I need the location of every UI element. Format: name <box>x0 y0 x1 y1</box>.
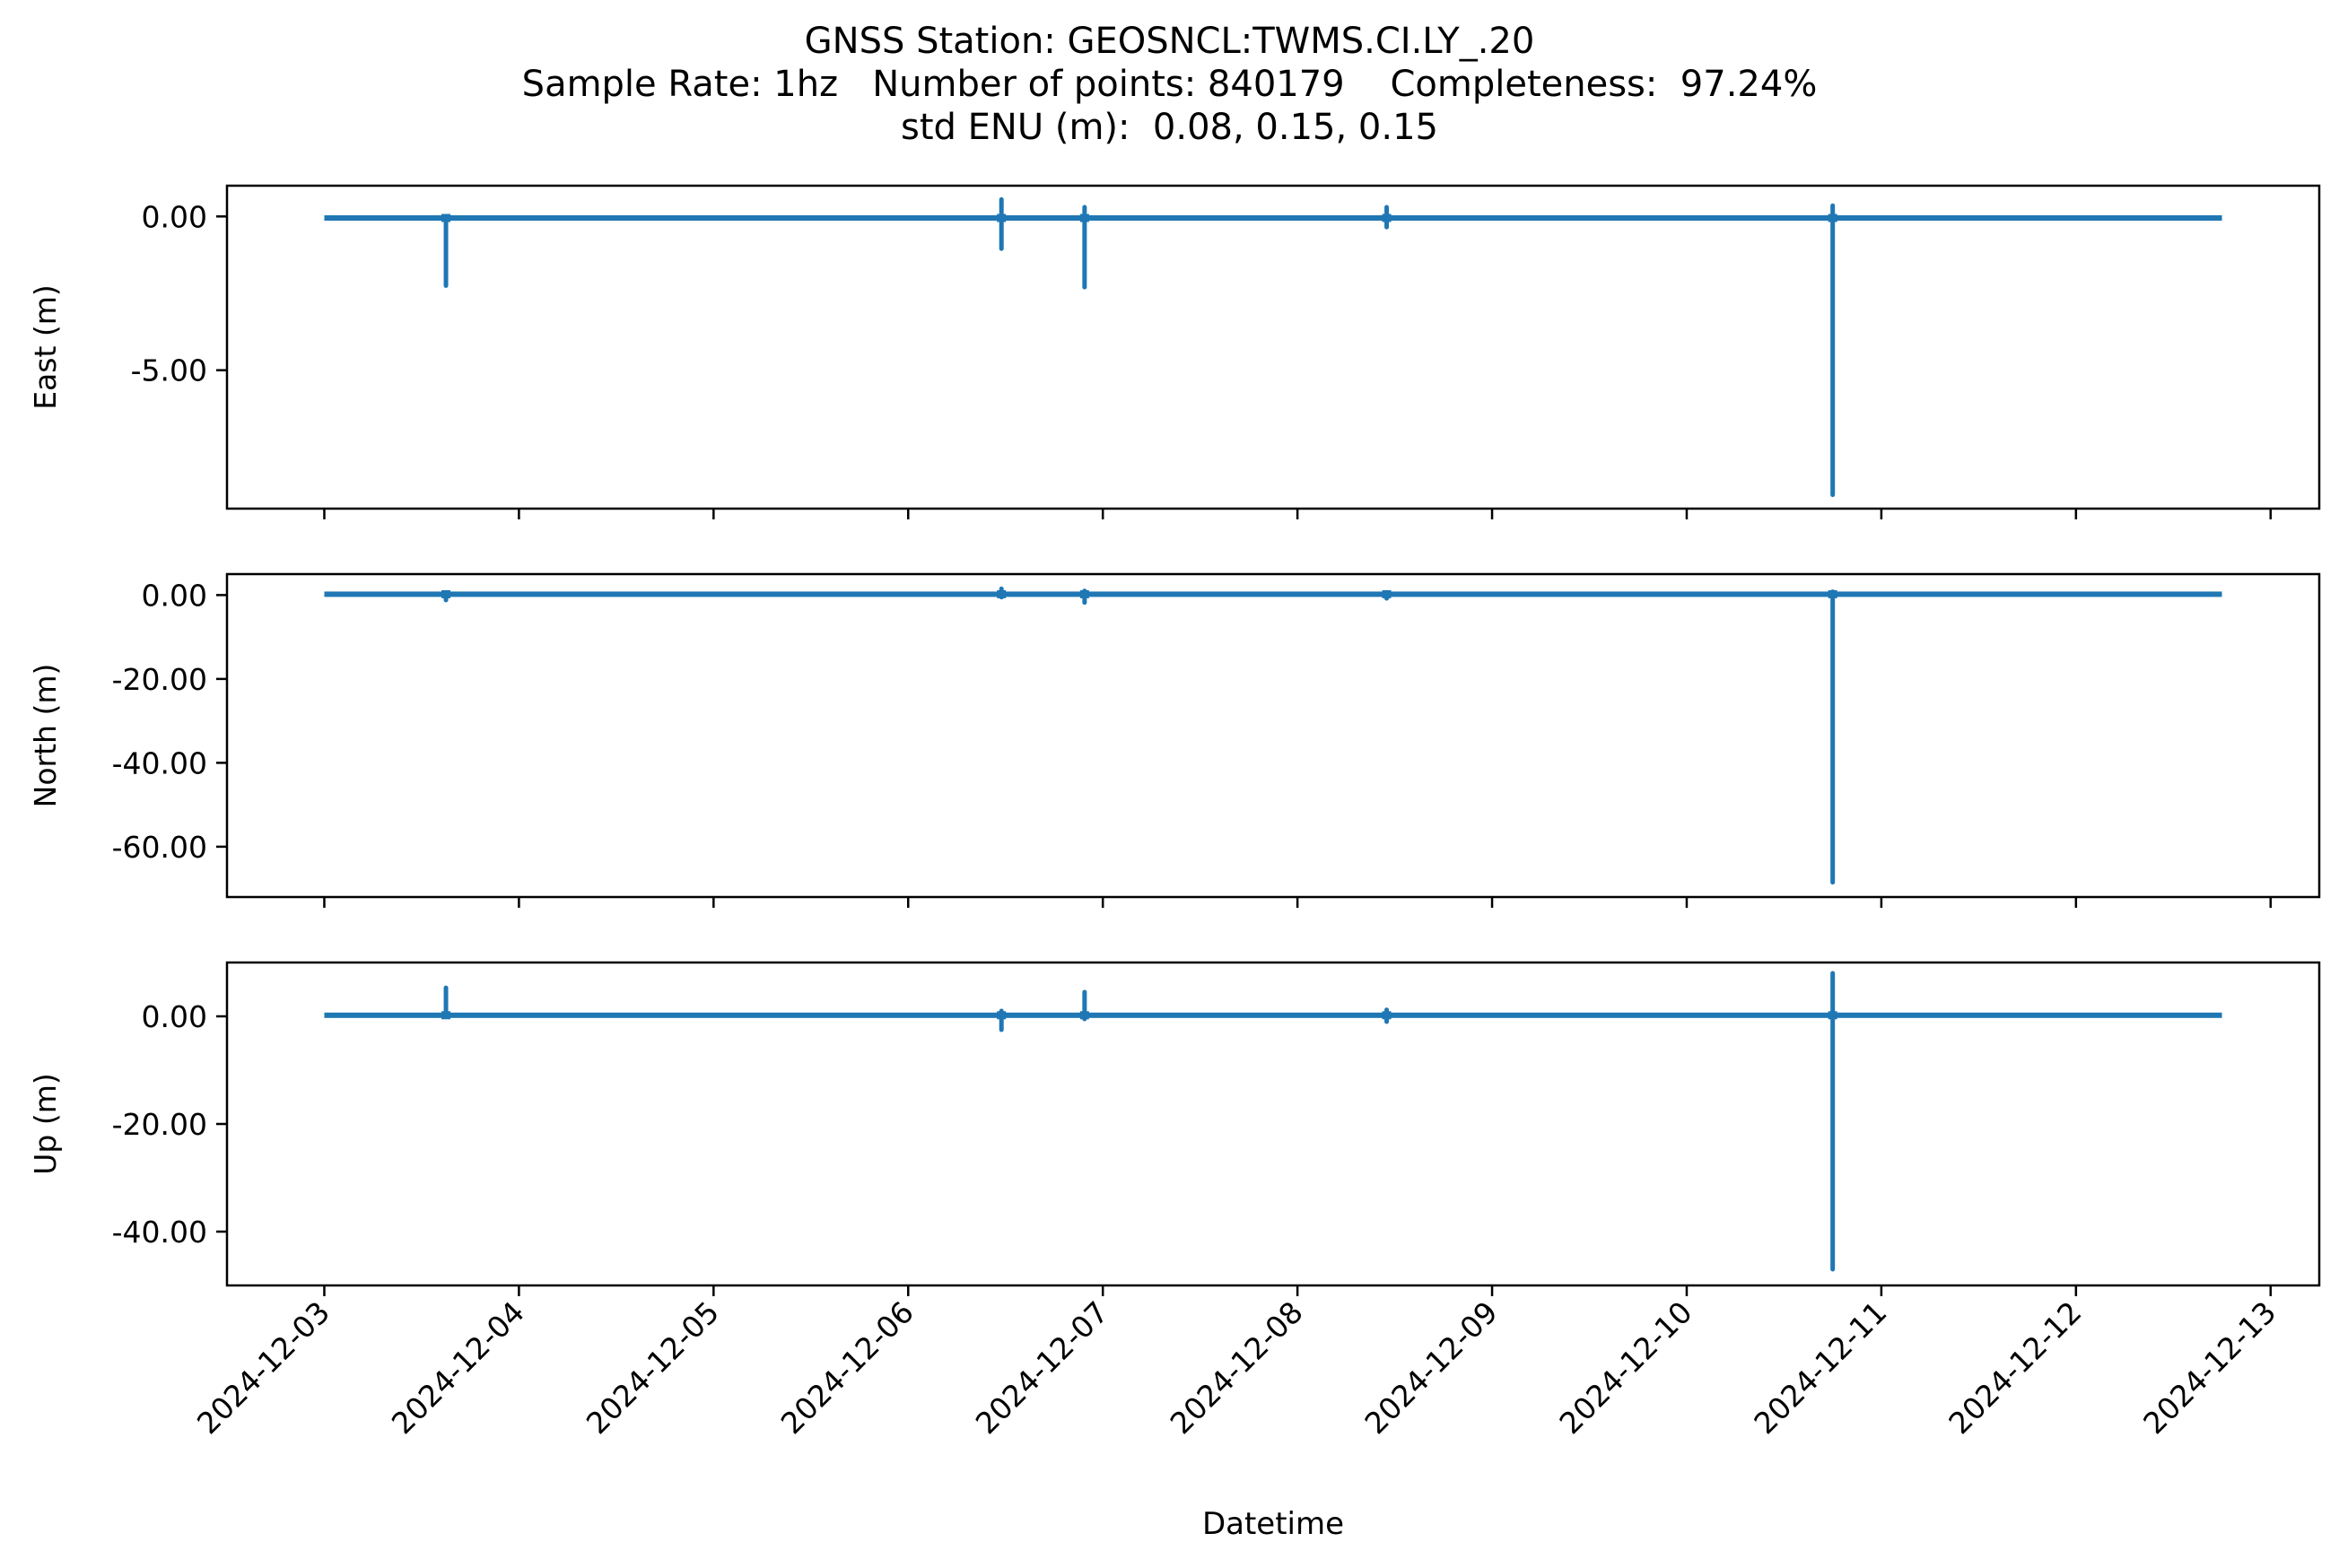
chart-title: GNSS Station: GEOSNCL:TWMS.CI.LY_.20 Sam… <box>0 20 2339 149</box>
panel-up: 0.00 -20.00 -40.00 Up (m) 2024-12-03 2024-12-… <box>28 961 2321 1441</box>
series-line <box>324 591 2222 597</box>
x-tick-label: 2024-12-05 <box>580 1294 726 1441</box>
y-tick-label: -40.00 <box>112 1215 207 1250</box>
x-tick-label: 2024-12-08 <box>1164 1294 1310 1441</box>
y-tick-label: -5.00 <box>131 353 207 388</box>
x-tick-label: 2024-12-03 <box>190 1294 336 1441</box>
title-stats: Sample Rate: 1hz Number of points: 84017… <box>521 64 1818 105</box>
x-tick-label: 2024-12-12 <box>1942 1294 2088 1441</box>
x-tick-label: 2024-12-10 <box>1552 1294 1698 1441</box>
plot-frame <box>225 572 2321 899</box>
x-tick-label: 2024-12-07 <box>969 1294 1115 1441</box>
y-tick-label: -20.00 <box>112 662 207 697</box>
y-tick-label: -40.00 <box>112 745 207 780</box>
y-tick-label: 0.00 <box>142 199 207 234</box>
x-tick-label: 2024-12-04 <box>385 1294 531 1441</box>
x-tick-label: 2024-12-06 <box>774 1294 921 1441</box>
y-tick-label: 0.00 <box>142 999 207 1034</box>
x-tick-label: 2024-12-13 <box>2136 1294 2282 1441</box>
x-tick-label: 2024-12-09 <box>1358 1294 1505 1441</box>
y-axis-label: East (m) <box>28 284 63 410</box>
title-std: std ENU (m): 0.08, 0.15, 0.15 <box>901 107 1438 148</box>
y-axis-label: Up (m) <box>28 1073 63 1175</box>
plot-frame <box>225 184 2321 510</box>
x-axis-label: Datetime <box>1202 1506 1344 1542</box>
y-tick-label: -60.00 <box>112 830 207 865</box>
y-tick-label: -20.00 <box>112 1107 207 1142</box>
title-station: GNSS Station: GEOSNCL:TWMS.CI.LY_.20 <box>804 21 1535 62</box>
panel-north: 0.00 -20.00 -40.00 -60.00 North (m) <box>28 572 2321 908</box>
series-line <box>324 1012 2222 1018</box>
x-tick-label: 2024-12-11 <box>1747 1294 1893 1441</box>
panel-east: 0.00 -5.00 East (m) <box>28 184 2321 519</box>
series-line <box>324 215 2222 221</box>
y-tick-label: 0.00 <box>142 578 207 613</box>
plot-frame <box>225 961 2321 1287</box>
y-axis-label: North (m) <box>28 664 63 808</box>
